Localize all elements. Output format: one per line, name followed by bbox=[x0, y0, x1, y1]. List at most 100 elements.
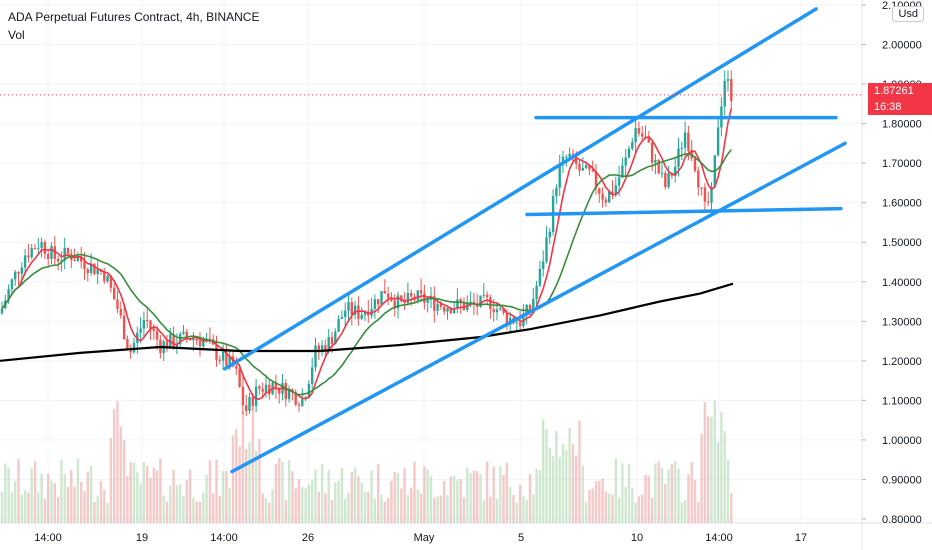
volume-bar bbox=[611, 495, 614, 523]
volume-bar bbox=[591, 488, 594, 523]
volume-bar bbox=[492, 466, 495, 523]
candle-body bbox=[373, 299, 377, 309]
candle-body bbox=[393, 300, 396, 309]
candle-body bbox=[47, 253, 50, 259]
candle-body bbox=[598, 188, 601, 194]
currency-button[interactable]: Usd bbox=[892, 6, 924, 22]
volume-bar bbox=[215, 459, 218, 523]
volume-bar bbox=[0, 492, 4, 523]
volume-bar bbox=[489, 496, 492, 523]
y-tick-label: 1.70000 bbox=[882, 158, 922, 170]
volume-bar bbox=[542, 419, 545, 523]
volume-bar bbox=[561, 444, 565, 523]
volume-bar bbox=[307, 484, 311, 523]
candle-body bbox=[492, 309, 495, 313]
candle-body bbox=[235, 366, 238, 369]
candle-body bbox=[436, 304, 439, 311]
volume-bar bbox=[93, 502, 96, 523]
chart-legend: ADA Perpetual Futures Contract, 4h, BINA… bbox=[8, 8, 259, 44]
candle-body bbox=[73, 259, 76, 261]
candle-body bbox=[314, 345, 317, 368]
candle-body bbox=[657, 159, 660, 174]
candle-body bbox=[558, 163, 561, 188]
volume-bar bbox=[687, 474, 690, 523]
candle-body bbox=[469, 301, 472, 304]
candle-body bbox=[383, 291, 386, 294]
volume-bar bbox=[459, 479, 462, 523]
volume-bar bbox=[162, 495, 165, 523]
volume-bar bbox=[443, 481, 446, 523]
candle-body bbox=[327, 337, 330, 352]
candle-body bbox=[617, 177, 621, 186]
volume-bar bbox=[33, 461, 37, 523]
volume-bar bbox=[70, 469, 73, 523]
volume-bar bbox=[555, 431, 558, 523]
candle-body bbox=[627, 148, 631, 158]
volume-bar bbox=[370, 470, 373, 523]
volume-bar bbox=[278, 458, 281, 523]
volume-bar bbox=[14, 481, 17, 523]
y-tick-label: 1.30000 bbox=[882, 316, 922, 328]
candle-body bbox=[723, 80, 726, 107]
volume-bar bbox=[703, 402, 707, 523]
candle-body bbox=[179, 333, 182, 345]
volume-bar bbox=[532, 494, 535, 523]
candle-body bbox=[261, 388, 264, 392]
candle-body bbox=[608, 191, 611, 203]
candle-body bbox=[116, 299, 119, 309]
candle-body bbox=[287, 389, 291, 400]
candle-body bbox=[192, 338, 195, 341]
x-tick-label: 14:00 bbox=[705, 532, 733, 544]
candle-body bbox=[726, 79, 730, 81]
volume-bar bbox=[225, 471, 228, 523]
volume-bar bbox=[423, 466, 426, 523]
volume-bar bbox=[86, 471, 89, 523]
candle-body bbox=[27, 255, 30, 258]
volume-bar bbox=[472, 470, 476, 523]
y-tick-label: 2.00000 bbox=[882, 40, 922, 52]
candle-body bbox=[165, 341, 169, 349]
volume-bar bbox=[518, 484, 522, 523]
x-tick-label: 14:00 bbox=[210, 532, 238, 544]
y-tick-label: 0.90000 bbox=[882, 474, 922, 486]
candle-body bbox=[555, 187, 558, 197]
candle-body bbox=[703, 187, 707, 202]
candle-body bbox=[20, 267, 23, 274]
volume-bar bbox=[264, 498, 268, 523]
last-price-badge: 1.87261 bbox=[868, 83, 932, 99]
volume-bar bbox=[113, 408, 116, 523]
candle-body bbox=[489, 297, 492, 310]
ma-slow-line bbox=[0, 282, 734, 362]
candle-body bbox=[30, 247, 33, 258]
volume-bar bbox=[571, 444, 575, 523]
candle-body bbox=[311, 367, 314, 384]
volume-bar bbox=[182, 495, 185, 523]
candle-body bbox=[482, 294, 485, 296]
volume-bar bbox=[340, 467, 344, 523]
candle-body bbox=[37, 248, 40, 250]
candle-body bbox=[594, 171, 598, 189]
candle-body bbox=[647, 138, 650, 143]
candle-body bbox=[40, 242, 43, 249]
volume-bar bbox=[251, 409, 254, 523]
volume-bar bbox=[248, 442, 251, 523]
volume-bar bbox=[584, 502, 588, 523]
candle-body bbox=[254, 386, 258, 407]
volume-bar bbox=[320, 464, 324, 523]
x-tick-label: 17 bbox=[795, 532, 807, 544]
volume-bar bbox=[116, 401, 119, 523]
candle-body bbox=[241, 386, 245, 406]
candle-body bbox=[215, 344, 218, 360]
y-tick-label: 1.60000 bbox=[882, 198, 922, 210]
candle-body bbox=[185, 331, 188, 339]
candle-body bbox=[238, 368, 241, 387]
volume-bar bbox=[617, 497, 621, 523]
candle-body bbox=[700, 187, 703, 189]
volume-bar bbox=[410, 487, 413, 523]
candle-body bbox=[284, 382, 287, 400]
volume-bar bbox=[89, 465, 93, 523]
candle-body bbox=[202, 339, 205, 347]
candle-body bbox=[225, 351, 228, 366]
